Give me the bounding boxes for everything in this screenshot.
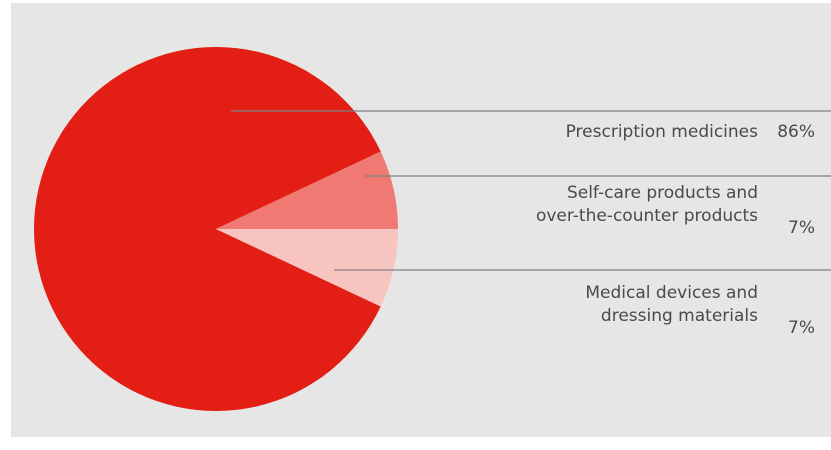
slice-label-line: Self-care products and <box>566 183 758 203</box>
slice-value-prescription-medicines: 86% <box>777 122 815 142</box>
pie-slice <box>216 229 398 307</box>
pie-slice <box>33 46 381 411</box>
slice-label-line: over-the-counter products <box>535 206 758 226</box>
slice-label-line: Prescription medicines <box>565 122 758 142</box>
slice-value-medical-devices: 7% <box>788 318 815 338</box>
slice-label-prescription-medicines: Prescription medicines <box>566 121 758 144</box>
pie-chart <box>33 46 831 411</box>
slice-label-self-care-products: Self-care products and over-the-counter … <box>536 182 758 228</box>
slice-label-medical-devices: Medical devices and dressing materials <box>585 282 758 328</box>
slice-label-line: dressing materials <box>600 306 758 326</box>
chart-panel: Prescription medicines 86% Self-care pro… <box>11 3 831 437</box>
slice-value-self-care-products: 7% <box>788 218 815 238</box>
pie-slice <box>216 151 398 229</box>
slice-label-line: Medical devices and <box>585 283 758 303</box>
